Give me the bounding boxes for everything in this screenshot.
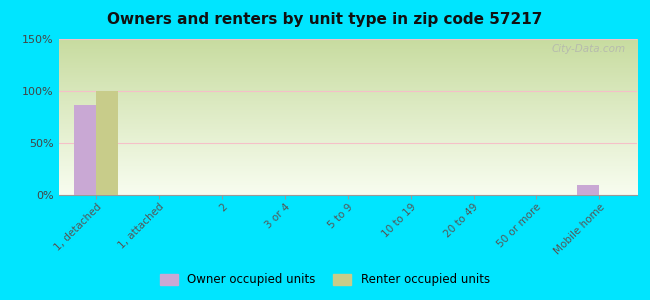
Bar bbox=[74, 104, 96, 195]
Bar bbox=[96, 91, 118, 195]
Text: Owners and renters by unit type in zip code 57217: Owners and renters by unit type in zip c… bbox=[107, 12, 543, 27]
Legend: Owner occupied units, Renter occupied units: Owner occupied units, Renter occupied un… bbox=[155, 269, 495, 291]
Bar bbox=[577, 184, 599, 195]
Text: City-Data.com: City-Data.com bbox=[551, 44, 625, 54]
